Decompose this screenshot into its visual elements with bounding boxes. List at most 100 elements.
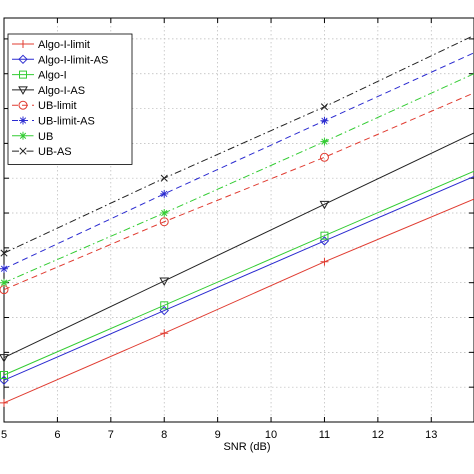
triangle-marker — [319, 200, 330, 210]
data-point — [160, 301, 169, 310]
x-tick-label: 7 — [108, 429, 114, 441]
asterisk-marker — [0, 264, 8, 273]
legend-marker — [19, 70, 27, 79]
x-marker — [0, 249, 8, 257]
legend-item: Algo-I-limit-AS — [12, 54, 108, 66]
legend-label: UB-AS — [38, 146, 72, 158]
x-tick-label: 10 — [265, 429, 277, 441]
asterisk-marker — [160, 189, 169, 198]
legend-label: UB-limit-AS — [38, 116, 95, 128]
legend-item: UB-limit — [12, 100, 77, 112]
square-marker — [160, 301, 169, 310]
plus-marker — [160, 329, 169, 338]
legend-item: UB-limit-AS — [12, 116, 95, 128]
data-point — [0, 370, 8, 379]
series-line — [3, 198, 474, 404]
plus-marker — [19, 40, 27, 48]
legend-item: UB-AS — [12, 146, 72, 158]
data-point — [320, 116, 329, 125]
triangle-marker — [159, 277, 170, 286]
legend-item: Algo-I-limit — [12, 39, 90, 51]
series-algo-i-limit — [0, 198, 474, 407]
data-point — [159, 277, 170, 286]
asterisk-marker — [160, 209, 169, 218]
legend-label: UB — [38, 131, 53, 143]
triangle-marker — [0, 354, 9, 363]
legend-marker — [18, 54, 28, 65]
series-layer — [0, 34, 474, 407]
legend-label: Algo-I-AS — [38, 85, 85, 97]
legend-label: UB-limit — [38, 100, 77, 112]
data-point — [319, 152, 329, 162]
circle-marker — [159, 217, 169, 227]
data-point — [320, 257, 329, 266]
series-ub — [0, 73, 474, 287]
data-point — [160, 174, 168, 182]
x-tick-label: 9 — [215, 429, 221, 441]
data-point — [160, 189, 169, 198]
x-tick-label: 12 — [372, 429, 384, 441]
data-point — [160, 209, 169, 218]
asterisk-marker — [320, 116, 329, 125]
data-point — [0, 398, 8, 407]
square-marker — [320, 231, 329, 240]
data-point — [0, 354, 9, 363]
legend-label: Algo-I — [38, 70, 67, 82]
data-point — [319, 200, 330, 210]
asterisk-marker — [320, 137, 329, 146]
plus-marker — [320, 257, 329, 266]
x-marker — [320, 103, 329, 111]
series-ub-as — [0, 34, 474, 257]
legend-label: Algo-I-limit-AS — [38, 54, 108, 66]
legend-marker — [19, 116, 27, 125]
square-marker — [0, 370, 8, 379]
series-line — [3, 52, 474, 270]
series-algo-i-as — [0, 132, 474, 363]
x-marker — [160, 174, 168, 182]
series-line — [3, 176, 474, 381]
legend: Algo-I-limit Algo-I-limit-AS Algo-I Algo-I-… — [7, 33, 133, 165]
x-tick-label: 5 — [1, 429, 7, 441]
series-ub-limit-as — [0, 52, 474, 273]
legend-item: Algo-I-AS — [12, 85, 85, 97]
legend-marker — [19, 147, 27, 155]
x-tick-label: 6 — [54, 429, 60, 441]
legend-marker — [18, 86, 28, 95]
diamond-marker — [18, 54, 28, 65]
data-point — [0, 249, 8, 257]
asterisk-marker — [0, 278, 8, 287]
x-axis-label: SNR (dB) — [223, 441, 270, 453]
axis-ticks: 5 6 7 8 9 10 11 12 13 — [1, 18, 474, 441]
triangle-marker — [18, 86, 28, 95]
data-point — [0, 278, 8, 287]
series-line — [3, 132, 474, 359]
asterisk-marker — [19, 131, 27, 140]
series-line — [3, 73, 474, 284]
legend-item: Algo-I — [12, 70, 67, 82]
x-tick-label: 8 — [161, 429, 167, 441]
asterisk-marker — [19, 116, 27, 125]
data-point — [320, 137, 329, 146]
circle-marker — [319, 152, 329, 162]
data-point — [160, 329, 169, 338]
legend-marker — [18, 100, 28, 110]
data-point — [0, 264, 8, 273]
square-marker — [19, 70, 27, 79]
x-marker — [19, 147, 27, 155]
series-line — [3, 34, 474, 254]
data-point — [320, 231, 329, 240]
x-tick-label: 11 — [319, 429, 330, 441]
plus-marker — [0, 398, 8, 407]
legend-marker — [19, 131, 27, 140]
plot-frame — [3, 17, 474, 423]
legend-box — [7, 33, 133, 165]
series-line — [3, 170, 474, 376]
series-algo-i-limit-as — [0, 176, 474, 385]
legend-label: Algo-I-limit — [38, 39, 90, 51]
legend-item: UB — [12, 131, 53, 143]
data-point — [159, 217, 169, 227]
circle-marker — [18, 100, 28, 110]
series-algo-i — [0, 170, 474, 379]
legend-marker — [19, 40, 27, 48]
